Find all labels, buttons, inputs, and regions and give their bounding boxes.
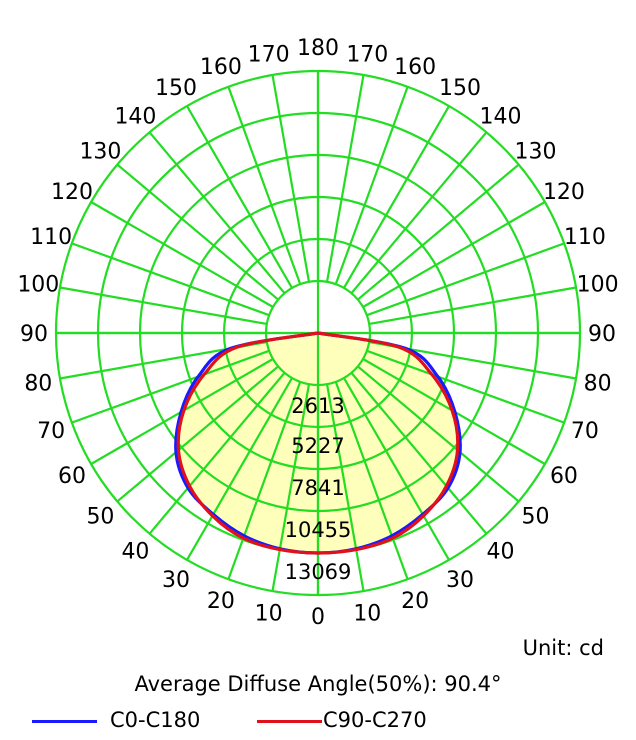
grid-spoke-170-right xyxy=(325,74,365,282)
grid-spoke-50-left xyxy=(116,365,279,503)
grid-spoke-30-right xyxy=(343,377,450,561)
angle-label-left-20: 20 xyxy=(207,589,235,614)
angle-label-right-120: 120 xyxy=(543,180,585,205)
angle-label-left-60: 60 xyxy=(58,464,86,489)
legend-swatch-c90-c270 xyxy=(257,720,322,723)
angle-label-left-70: 70 xyxy=(37,419,65,444)
angle-label-right-90: 90 xyxy=(588,322,616,347)
angle-label-left-90: 90 xyxy=(20,322,48,347)
ring-label-13069: 13069 xyxy=(285,560,352,584)
grid-spoke-40-left xyxy=(148,372,286,535)
legend-label-c0-c180: C0-C180 xyxy=(110,708,201,732)
grid-spoke-70-right xyxy=(366,349,565,424)
grid-spoke-150-left xyxy=(186,105,293,289)
angle-label-left-160: 160 xyxy=(200,55,242,80)
angle-label-left-110: 110 xyxy=(30,225,72,250)
angle-label-right-80: 80 xyxy=(584,371,612,396)
legend: C0-C180 C90-C270 xyxy=(32,706,622,736)
grid-spoke-120-right xyxy=(362,201,546,308)
angle-label-right-170: 170 xyxy=(346,42,388,67)
grid-spoke-130-left xyxy=(116,163,279,301)
angle-label-left-100: 100 xyxy=(17,273,59,298)
grid-spoke-140-right xyxy=(350,131,488,294)
grid-spoke-70-left xyxy=(71,349,270,424)
grid-spoke-150-right xyxy=(343,105,450,289)
grid-spoke-50-right xyxy=(357,365,520,503)
angle-label-right-20: 20 xyxy=(401,589,429,614)
grid-spoke-170-left xyxy=(271,74,311,282)
grid-spoke-110-left xyxy=(71,242,270,317)
angle-label-180: 180 xyxy=(297,36,339,61)
angle-label-right-100: 100 xyxy=(577,273,619,298)
grid-spoke-160-right xyxy=(334,86,409,285)
grid-spoke-120-left xyxy=(90,201,274,308)
angle-label-right-150: 150 xyxy=(439,76,481,101)
polar-chart: 2613522778411045513069010203040506070809… xyxy=(17,36,619,630)
grid-spoke-10-left xyxy=(271,384,311,592)
grid-spoke-140-left xyxy=(148,131,286,294)
angle-label-right-130: 130 xyxy=(515,139,557,164)
angle-label-left-80: 80 xyxy=(24,371,52,396)
angle-label-left-10: 10 xyxy=(255,602,283,627)
grid-spoke-20-right xyxy=(334,381,409,580)
grid-spoke-10-right xyxy=(325,384,365,592)
angle-label-left-140: 140 xyxy=(114,104,156,129)
angle-label-right-40: 40 xyxy=(487,540,515,565)
angle-label-left-30: 30 xyxy=(162,568,190,593)
ring-label-2613: 2613 xyxy=(291,394,344,418)
angle-label-right-10: 10 xyxy=(353,602,381,627)
angle-label-right-30: 30 xyxy=(446,568,474,593)
angle-label-right-140: 140 xyxy=(480,104,522,129)
angle-label-left-50: 50 xyxy=(86,505,114,530)
angle-label-right-60: 60 xyxy=(550,464,578,489)
ring-label-7841: 7841 xyxy=(291,476,344,500)
grid-spoke-100-left xyxy=(59,286,267,326)
ring-label-5227: 5227 xyxy=(291,434,344,458)
grid-spoke-40-right xyxy=(350,372,488,535)
angle-label-left-150: 150 xyxy=(155,76,197,101)
grid-spoke-110-right xyxy=(366,242,565,317)
ring-label-10455: 10455 xyxy=(285,518,352,542)
angle-label-right-70: 70 xyxy=(571,419,599,444)
grid-spoke-130-right xyxy=(357,163,520,301)
grid-spoke-30-left xyxy=(186,377,293,561)
grid-spoke-160-left xyxy=(227,86,302,285)
grid-spoke-100-right xyxy=(369,286,577,326)
series-line-c90-c270 xyxy=(176,331,460,555)
angle-label-right-160: 160 xyxy=(394,55,436,80)
angle-label-0: 0 xyxy=(311,605,325,630)
legend-swatch-c0-c180 xyxy=(32,720,97,723)
angle-label-right-110: 110 xyxy=(564,225,606,250)
angle-label-left-170: 170 xyxy=(248,42,290,67)
angle-label-left-120: 120 xyxy=(51,180,93,205)
unit-label: Unit: cd xyxy=(522,636,604,660)
angle-label-left-130: 130 xyxy=(79,139,121,164)
diffuse-angle-label: Average Diffuse Angle(50%): 90.4° xyxy=(134,672,502,696)
grid-spoke-20-left xyxy=(227,381,302,580)
angle-label-right-50: 50 xyxy=(522,505,550,530)
angle-label-left-40: 40 xyxy=(121,540,149,565)
legend-label-c90-c270: C90-C270 xyxy=(323,708,427,732)
